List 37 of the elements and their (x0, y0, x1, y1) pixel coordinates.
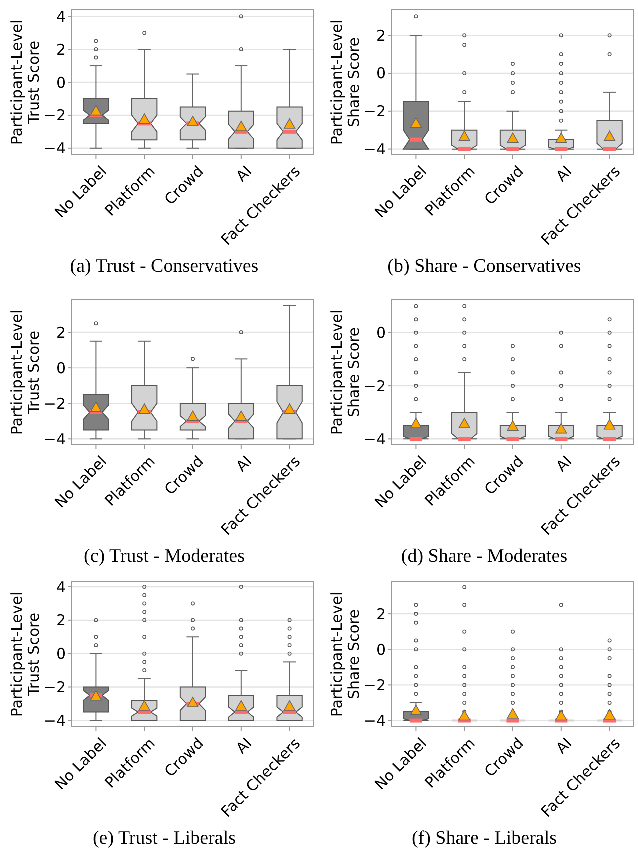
y-tick-label: 0 (376, 64, 386, 83)
y-tick-label: 0 (56, 74, 66, 92)
y-tick-label: −4 (44, 140, 66, 158)
y-tick-label: −4 (44, 430, 66, 448)
y-tick-label: −2 (364, 102, 386, 121)
y-tick-label: −4 (364, 712, 386, 730)
y-axis-title: Participant-Level Share Score (328, 592, 363, 718)
y-tick-label: −4 (44, 712, 66, 730)
y-tick-label: 2 (56, 40, 66, 59)
y-tick-label: 0 (56, 645, 66, 664)
y-tick-label: −2 (44, 394, 66, 413)
text: (c) Trust - Moderates (84, 546, 245, 567)
y-axis-title: Participant-Level Trust Score (8, 592, 43, 718)
y-axis-title: Participant-Level Trust Score (8, 20, 43, 146)
y-tick-label: 4 (56, 578, 66, 596)
y-tick-label: 4 (56, 8, 66, 26)
text: (b) Share - Conservatives (388, 256, 582, 277)
y-tick-label: 2 (56, 324, 66, 342)
y-tick-label: −2 (44, 106, 66, 125)
y-tick-label: −2 (364, 676, 386, 694)
y-tick-label: −4 (364, 140, 386, 159)
y-tick-label: 2 (376, 26, 386, 45)
y-axis-title: Participant-Level Share Score (328, 310, 363, 436)
y-axis-title: Participant-Level Share Score (328, 20, 363, 146)
y-tick-label: 0 (376, 324, 386, 342)
text: (a) Trust - Conservatives (70, 256, 259, 277)
y-tick-label: 0 (56, 359, 66, 378)
y-tick-label: 0 (376, 640, 386, 659)
text: (f) Share - Liberals (412, 828, 558, 849)
y-axis-title: Participant-Level Trust Score (8, 310, 43, 436)
y-tick-label: −4 (364, 430, 386, 448)
y-tick-label: −2 (364, 377, 386, 396)
text: (e) Trust - Liberals (92, 828, 236, 849)
y-tick-label: 2 (56, 612, 66, 630)
y-tick-label: −2 (44, 678, 66, 696)
text: (d) Share - Moderates (401, 546, 568, 567)
y-tick-label: 2 (376, 605, 386, 624)
